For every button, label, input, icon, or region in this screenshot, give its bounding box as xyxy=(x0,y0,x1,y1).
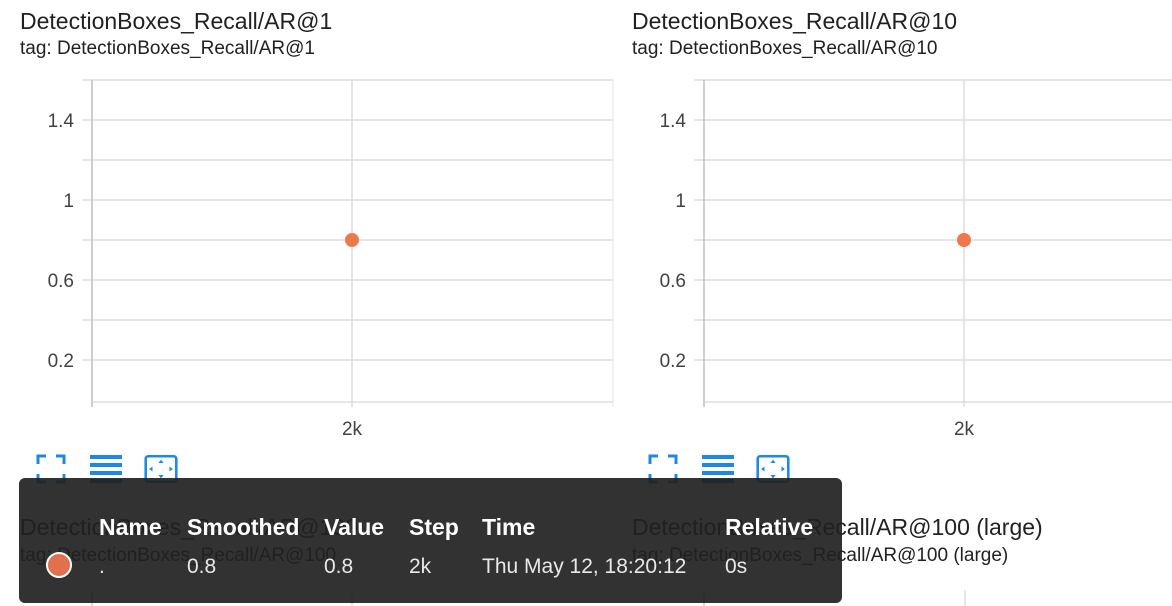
tooltip-cell-time: Thu May 12, 18:20:12 xyxy=(482,555,687,578)
tooltip-cell-relative: 0s xyxy=(725,555,748,578)
card-tag: tag: DetectionBoxes_Recall/AR@10 xyxy=(632,38,938,59)
tooltip-header-value: Value xyxy=(324,514,385,540)
y-tick-label: 1.4 xyxy=(660,111,687,132)
y-tick-label: 0.6 xyxy=(48,271,74,292)
x-tick-label: 2k xyxy=(342,419,363,440)
y-tick-label: 1 xyxy=(63,191,74,212)
tooltip-header-step: Step xyxy=(409,514,459,540)
y-tick-label: 0.2 xyxy=(660,351,686,372)
y-tick-label: 0.6 xyxy=(660,271,686,292)
card-title: DetectionBoxes_Recall/AR@10 xyxy=(632,8,958,34)
x-tick-label: 2k xyxy=(954,419,975,440)
data-point xyxy=(957,233,971,247)
scalar-card-ar1: DetectionBoxes_Recall/AR@1 tag: Detectio… xyxy=(0,0,614,606)
tooltip-cell-smoothed: 0.8 xyxy=(187,555,217,578)
scalar-chart[interactable]: 0.2 0.6 1 1.4 2k xyxy=(0,0,620,450)
y-tick-label: 0.2 xyxy=(48,351,74,372)
scalar-card-ar10: DetectionBoxes_Recall/AR@10 tag: Detecti… xyxy=(612,0,1172,606)
tooltip-header-smoothed: Smoothed xyxy=(187,514,300,540)
data-tooltip: Name Smoothed Value Step Time Relative .… xyxy=(19,478,842,603)
data-point xyxy=(345,233,359,247)
tooltip-header-name: Name xyxy=(99,514,162,540)
y-tick-label: 1.4 xyxy=(48,111,75,132)
scalar-chart[interactable]: 0.2 0.6 1 1.4 2k xyxy=(612,0,1172,450)
tooltip-cell-step: 2k xyxy=(409,555,432,578)
card-tag: tag: DetectionBoxes_Recall/AR@1 xyxy=(20,38,315,59)
series-color-dot xyxy=(46,552,72,578)
tooltip-header-relative: Relative xyxy=(725,514,814,540)
card-title: DetectionBoxes_Recall/AR@1 xyxy=(20,8,333,34)
y-tick-label: 1 xyxy=(675,191,686,212)
tooltip-cell-value: 0.8 xyxy=(324,555,354,578)
tooltip-cell-name: . xyxy=(99,555,105,578)
tooltip-header-time: Time xyxy=(482,514,536,540)
